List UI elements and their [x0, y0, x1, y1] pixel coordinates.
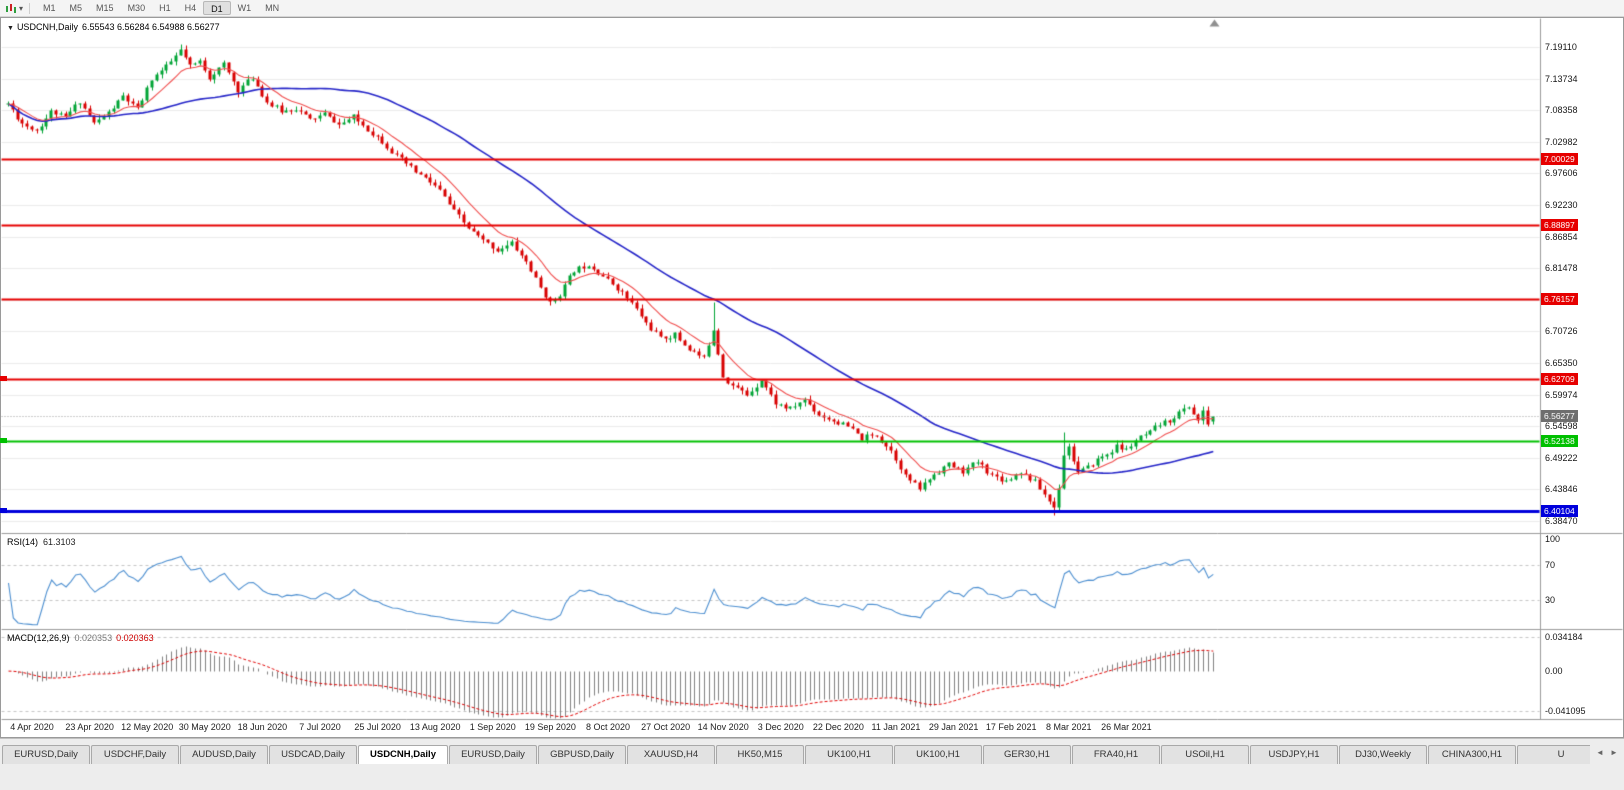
- price-axis-label: 6.65350: [1545, 358, 1578, 368]
- chart-tab-usdcnh-daily[interactable]: USDCNH,Daily: [358, 745, 448, 764]
- tabs-scroll-right-icon[interactable]: ►: [1610, 748, 1618, 757]
- hline-price-badge: 6.52138: [1541, 434, 1578, 447]
- macd-axis-label: -0.041095: [1545, 705, 1586, 716]
- hline-price-badge: 6.40104: [1541, 505, 1578, 518]
- date-axis-label: 25 Jul 2020: [354, 722, 401, 732]
- chart-title: ▼ USDCNH,Daily 6.55543 6.56284 6.54988 6.5…: [7, 22, 220, 32]
- date-axis-label: 8 Mar 2021: [1046, 722, 1092, 732]
- price-axis-label: 6.70726: [1545, 326, 1578, 337]
- chart-tab-u[interactable]: U: [1517, 745, 1590, 764]
- timeframe-button-m30[interactable]: M30: [127, 3, 146, 13]
- chart-tab-usoil-h1[interactable]: USOil,H1: [1161, 745, 1249, 764]
- hline-left-marker[interactable]: [0, 437, 7, 443]
- rsi-axis-label: 70: [1545, 560, 1556, 570]
- price-axis-label: 6.54598: [1545, 421, 1578, 432]
- hline-price-badge: 7.00029: [1541, 153, 1578, 166]
- hline-left-marker[interactable]: [0, 508, 7, 514]
- rsi-axis-label: 100: [1545, 533, 1561, 544]
- chart-tab-eurusd-daily[interactable]: EURUSD,Daily: [2, 745, 90, 764]
- date-axis-label: 26 Mar 2021: [1101, 722, 1152, 732]
- chart-collapse-icon[interactable]: ▼: [7, 25, 14, 32]
- timeframe-button-w1[interactable]: W1: [237, 3, 252, 13]
- date-axis-label: 7 Jul 2020: [299, 722, 341, 732]
- chart-symbol-period: USDCNH,Daily: [16, 22, 78, 32]
- hline-price-badge: 6.76157: [1541, 293, 1578, 306]
- chart-tab-usdcad-daily[interactable]: USDCAD,Daily: [269, 745, 357, 764]
- date-axis-label: 3 Dec 2020: [757, 722, 804, 732]
- price-axis-label: 6.43846: [1545, 484, 1578, 495]
- timeframe-button-group: M1 M5 M15 M30 H1 H4 D1 W1 MN: [36, 1, 286, 15]
- date-axis-label: 23 Apr 2020: [65, 722, 114, 732]
- timeframe-button-h1[interactable]: H1: [159, 3, 171, 13]
- chart-tab-dj30-weekly[interactable]: DJ30,Weekly: [1339, 745, 1427, 764]
- date-axis-label: 19 Sep 2020: [524, 722, 576, 732]
- date-axis-label: 27 Oct 2020: [641, 722, 691, 732]
- rsi-label: RSI(14): [7, 537, 39, 547]
- macd-main-value: 0.020353: [74, 633, 113, 643]
- toolbar-separator: [29, 2, 31, 14]
- date-axis-label: 17 Feb 2021: [985, 722, 1037, 732]
- timeframe-button-m15[interactable]: M15: [96, 3, 114, 13]
- chart-tab-uk100-h1[interactable]: UK100,H1: [894, 745, 982, 764]
- date-axis-label: 29 Jan 2021: [928, 722, 979, 732]
- price-axis-label: 6.97606: [1545, 168, 1578, 179]
- macd-axis-label: 0.034184: [1545, 631, 1583, 642]
- chart-tab-fra40-h1[interactable]: FRA40,H1: [1072, 745, 1160, 764]
- chart-tab-ger30-h1[interactable]: GER30,H1: [983, 745, 1071, 764]
- hline-price-badge: 6.88897: [1541, 218, 1578, 231]
- macd-title: MACD(12,26,9) 0.020353 0.020363: [7, 633, 154, 643]
- chart-tab-xauusd-h4[interactable]: XAUUSD,H4: [627, 745, 715, 764]
- date-axis-label: 4 Apr 2020: [10, 722, 54, 732]
- macd-signal-value: 0.020363: [116, 633, 154, 643]
- hline-left-marker[interactable]: [0, 375, 7, 381]
- price-axis-label: 6.81478: [1545, 263, 1578, 274]
- price-axis-label: 7.02982: [1545, 136, 1578, 147]
- rsi-axis-label: 30: [1545, 595, 1556, 605]
- timeframe-button-h4[interactable]: H4: [184, 3, 197, 13]
- date-axis-label: 22 Dec 2020: [812, 722, 864, 732]
- rsi-value: 61.3103: [43, 537, 76, 547]
- chart-type-caret-icon[interactable]: ▾: [19, 3, 24, 13]
- price-axis-label: 6.38470: [1545, 516, 1578, 526]
- date-axis-label: 1 Sep 2020: [469, 722, 516, 732]
- chart-tab-bar: EURUSD,Daily USDCHF,Daily AUDUSD,Daily USDC…: [0, 738, 1624, 790]
- date-axis-label: 14 Nov 2020: [697, 722, 749, 732]
- date-axis-label: 13 Aug 2020: [409, 722, 461, 732]
- date-axis-label: 30 May 2020: [178, 722, 231, 732]
- chart-tabs: EURUSD,Daily USDCHF,Daily AUDUSD,Daily USDC…: [0, 745, 1590, 764]
- timeframe-button-m1[interactable]: M1: [43, 3, 56, 13]
- chart-tab-eurusd-daily[interactable]: EURUSD,Daily: [449, 745, 537, 764]
- price-axis-label: 6.92230: [1545, 200, 1578, 210]
- date-axis-label: 12 May 2020: [121, 722, 174, 732]
- timeframe-button-m5[interactable]: M5: [69, 3, 83, 13]
- current-price-badge: 6.56277: [1541, 410, 1578, 423]
- chart-tab-china300-h1[interactable]: CHINA300,H1: [1428, 745, 1516, 764]
- price-axis-label: 6.59974: [1545, 389, 1578, 400]
- date-axis-label: 18 Jun 2020: [237, 722, 288, 732]
- date-axis-label: 8 Oct 2020: [585, 722, 631, 732]
- chart-ohlc-values: 6.55543 6.56284 6.54988 6.56277: [81, 22, 220, 32]
- toolbar: ▾ M1 M5 M15 M30 H1 H4 D1 W1 MN: [0, 0, 1624, 17]
- chart-tab-usdchf-daily[interactable]: USDCHF,Daily: [91, 745, 179, 764]
- timeframe-button-mn[interactable]: MN: [265, 3, 280, 13]
- chart-type-icon[interactable]: [5, 3, 18, 14]
- price-axis-label: 6.86854: [1545, 231, 1578, 242]
- price-axis-label: 7.19110: [1545, 42, 1577, 52]
- macd-label: MACD(12,26,9): [7, 633, 70, 643]
- price-axis-label: 7.13734: [1545, 73, 1578, 84]
- hline-price-badge: 6.62709: [1541, 372, 1578, 385]
- price-axis-label: 6.49222: [1545, 452, 1578, 463]
- chart-tab-gbpusd-daily[interactable]: GBPUSD,Daily: [538, 745, 626, 764]
- date-axis-label: 11 Jan 2021: [871, 722, 921, 732]
- chart-tab-uk100-h1[interactable]: UK100,H1: [805, 745, 893, 764]
- macd-axis-label: 0.00: [1545, 665, 1563, 676]
- tabs-scroll-left-icon[interactable]: ◄: [1596, 748, 1604, 757]
- rsi-title: RSI(14) 61.3103: [7, 537, 76, 547]
- timeframe-button-d1[interactable]: D1: [203, 1, 231, 15]
- chart-tab-hk50-m15[interactable]: HK50,M15: [716, 745, 804, 764]
- price-axis-label: 7.08358: [1545, 105, 1578, 116]
- chart-tab-audusd-daily[interactable]: AUDUSD,Daily: [180, 745, 268, 764]
- chart-tab-usdjpy-h1[interactable]: USDJPY,H1: [1250, 745, 1338, 764]
